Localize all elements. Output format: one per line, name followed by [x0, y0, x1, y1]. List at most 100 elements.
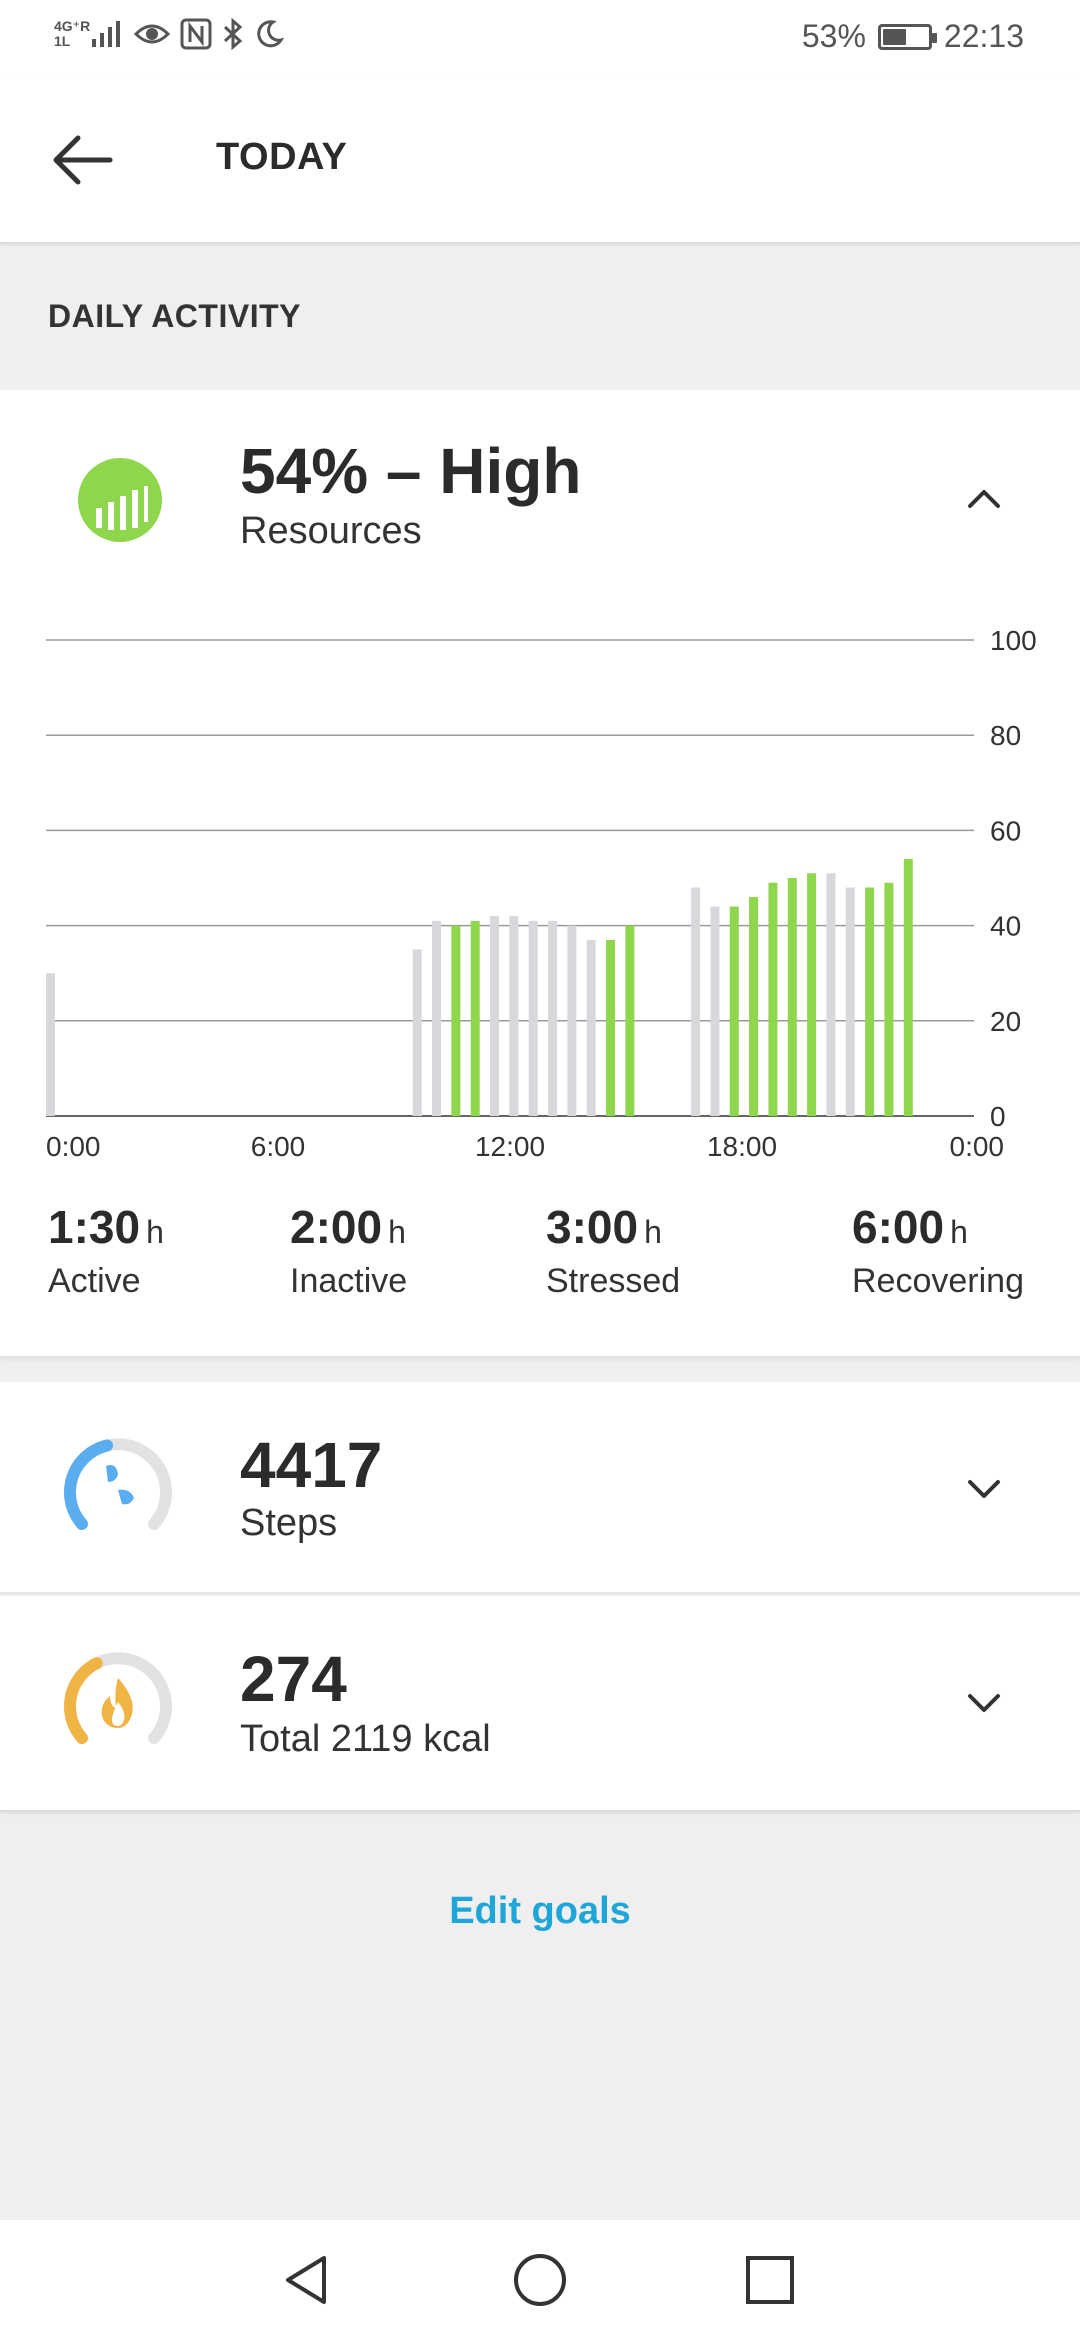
nav-recents-button[interactable] — [740, 2250, 800, 2310]
nav-back-button[interactable] — [278, 2250, 338, 2310]
chart-y-tick-label: 80 — [990, 720, 1021, 751]
stat-unit: h — [950, 1214, 968, 1250]
nfc-icon — [180, 18, 212, 50]
chevron-down-icon — [968, 1694, 1000, 1712]
chevron-up-icon — [968, 490, 1000, 508]
system-nav-bar — [0, 2220, 1080, 2340]
stat-value: 2:00 — [290, 1201, 383, 1253]
chart-bar-inactive — [567, 925, 577, 1116]
steps-card[interactable]: 4417 Steps — [0, 1382, 1080, 1594]
back-triangle-icon — [286, 2256, 326, 2304]
status-icons-right: 53% 22:13 — [802, 18, 1024, 55]
steps-icon — [64, 1438, 172, 1530]
steps-value: 4417 — [240, 1429, 383, 1501]
chart-bar-inactive — [586, 939, 596, 1116]
resources-chart: 100 80 60 40 20 0 0:00 6:00 12:00 18:00 0:00 — [46, 625, 1037, 1160]
stat-label: Recovering — [852, 1262, 1024, 1300]
bluetooth-icon — [223, 18, 243, 50]
chart-bar-recovering — [865, 887, 875, 1116]
chart-y-tick-labels: 100 80 60 40 20 0 — [990, 625, 1037, 1132]
chart-y-tick-label: 0 — [990, 1101, 1006, 1132]
active-calories-value: 274 — [240, 1643, 347, 1715]
chart-bar-inactive — [509, 916, 519, 1116]
chart-bar-recovering — [470, 920, 480, 1116]
chart-y-tick-label: 60 — [990, 815, 1021, 846]
resources-card: 54% – High Resources 100 80 60 40 20 0 0:00 6:… — [0, 390, 1080, 1358]
chart-bar-inactive — [710, 906, 720, 1116]
stat-recovering: 6:00 h Recovering — [852, 1200, 1024, 1301]
flame-icon — [64, 1652, 172, 1744]
chart-bar-inactive — [46, 973, 55, 1116]
stat-value: 6:00 — [852, 1201, 945, 1253]
stat-active: 1:30 h Active — [48, 1200, 164, 1301]
status-icons-left: 4G⁺R 1L — [54, 18, 284, 50]
section-header: DAILY ACTIVITY — [0, 246, 1080, 390]
chart-x-tick-label: 18:00 — [707, 1131, 777, 1160]
stat-label: Stressed — [546, 1262, 681, 1300]
chart-y-tick-label: 20 — [990, 1006, 1021, 1037]
chart-bar-recovering — [807, 873, 817, 1116]
chart-bar-recovering — [729, 906, 739, 1116]
recents-square-icon — [746, 2256, 794, 2304]
signal-icon — [92, 21, 120, 47]
stat-label: Inactive — [290, 1262, 408, 1300]
chart-bar-recovering — [451, 925, 461, 1116]
moon-icon — [257, 20, 284, 48]
activity-stats: 1:30 h Active 2:00 h Inactive 3:00 h Stress… — [0, 1200, 1080, 1320]
expand-steps-button[interactable] — [948, 1452, 1020, 1524]
chart-bar-inactive — [845, 887, 855, 1116]
expand-calories-button[interactable] — [948, 1666, 1020, 1738]
calories-card[interactable]: 274 Total 2119 kcal — [0, 1596, 1080, 1812]
chart-x-tick-label: 0:00 — [46, 1131, 101, 1160]
stat-inactive: 2:00 h Inactive — [290, 1200, 407, 1301]
chart-bar-inactive — [691, 887, 701, 1116]
collapse-button[interactable] — [948, 462, 1020, 534]
total-calories-label: Total 2119 kcal — [240, 1718, 491, 1760]
nav-home-button[interactable] — [510, 2250, 570, 2310]
battery-icon — [877, 23, 937, 50]
chevron-down-icon — [968, 1480, 1000, 1498]
chart-x-tick-labels: 0:00 6:00 12:00 18:00 0:00 — [46, 1131, 1004, 1160]
chart-bar-inactive — [432, 920, 442, 1116]
chart-bar-recovering — [606, 939, 616, 1116]
resources-value: 54% – High — [240, 435, 582, 507]
chart-y-tick-label: 40 — [990, 911, 1021, 942]
chart-bar-recovering — [625, 925, 635, 1116]
home-circle-icon — [514, 2254, 566, 2306]
arrow-left-icon — [53, 135, 113, 185]
steps-label: Steps — [240, 1502, 338, 1544]
back-button[interactable] — [48, 130, 118, 190]
stat-stressed: 3:00 h Stressed — [546, 1200, 680, 1301]
chart-bar-inactive — [490, 916, 500, 1116]
chart-y-tick-label: 100 — [990, 625, 1037, 656]
chart-bar-recovering — [903, 858, 913, 1116]
battery-fill — [882, 28, 907, 45]
chart-bar-inactive — [528, 920, 538, 1116]
battery-percent: 53% — [801, 18, 866, 54]
chart-x-tick-label: 6:00 — [251, 1131, 306, 1160]
chart-bar-recovering — [749, 897, 759, 1116]
stat-unit: h — [146, 1214, 164, 1250]
resources-label: Resources — [240, 510, 422, 552]
stat-value: 3:00 — [546, 1201, 639, 1253]
chart-x-tick-label: 12:00 — [475, 1131, 545, 1160]
page-title: TODAY — [216, 136, 348, 178]
chart-bar-inactive — [412, 949, 422, 1116]
edit-goals-link[interactable]: Edit goals — [449, 1890, 631, 1932]
clock: 22:13 — [943, 18, 1024, 54]
chart-bar-inactive — [826, 873, 836, 1116]
stat-unit: h — [644, 1214, 662, 1250]
stat-label: Active — [48, 1262, 141, 1300]
stat-value: 1:30 — [48, 1201, 141, 1253]
chart-bar-recovering — [768, 882, 778, 1116]
chart-bar-recovering — [787, 878, 797, 1116]
status-bar: 4G⁺R 1L 53% 22:13 — [0, 0, 1080, 74]
chart-bar-recovering — [884, 882, 894, 1116]
network-type: 4G⁺R 1L — [54, 18, 91, 49]
eye-icon — [134, 24, 170, 44]
chart-bars — [46, 858, 913, 1116]
app-bar: TODAY — [0, 74, 1080, 244]
chart-bar-inactive — [548, 920, 558, 1116]
section-title: DAILY ACTIVITY — [48, 298, 301, 334]
stat-unit: h — [388, 1214, 406, 1250]
